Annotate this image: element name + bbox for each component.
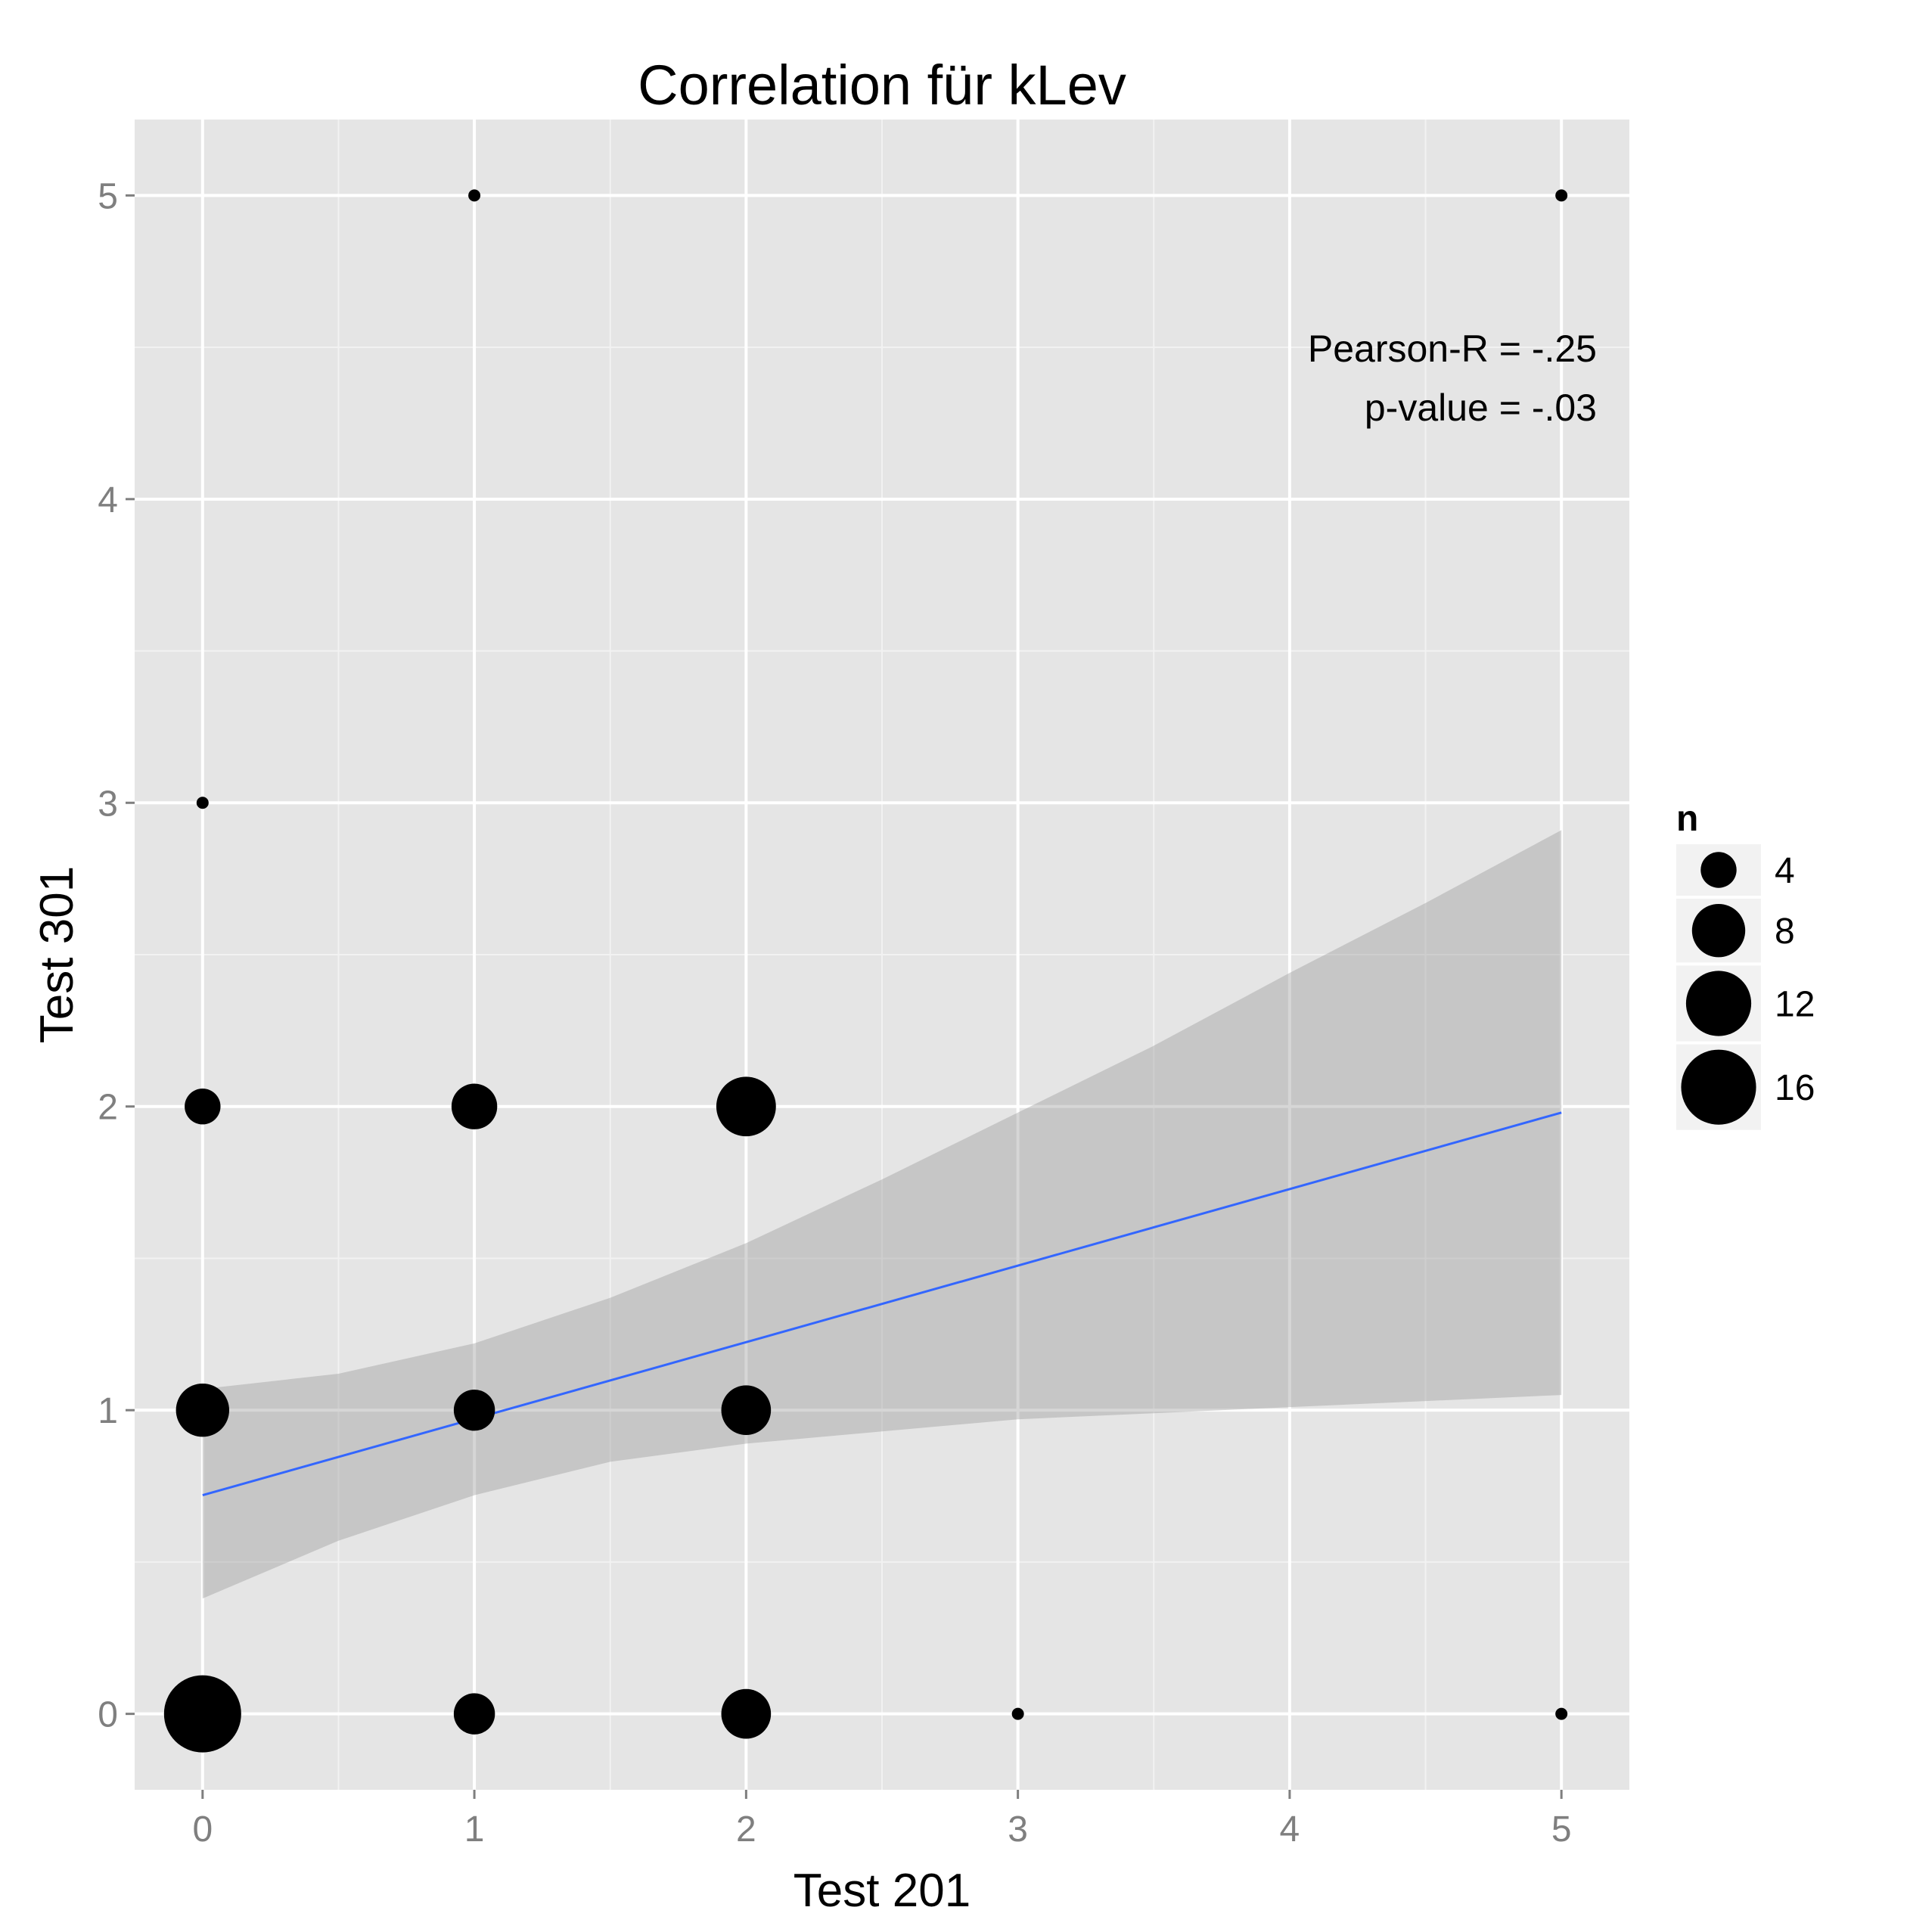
legend-point [1681,1049,1756,1125]
y-tick-label: 2 [98,1088,118,1128]
data-point [1011,1707,1024,1720]
data-point [468,189,481,202]
data-point [175,1383,230,1437]
data-point [721,1688,772,1739]
data-point [196,797,209,809]
y-tick-label: 1 [98,1391,118,1431]
tick-labels: 0 1 2 3 4 5 0 1 2 3 4 5 [98,176,1571,1850]
y-tick-label: 5 [98,176,118,216]
legend-title: n [1676,799,1698,839]
x-axis-title: Test 201 [794,1865,971,1917]
data-point [163,1675,241,1753]
data-point [453,1389,495,1431]
data-point [1555,1707,1568,1720]
size-legend: n 4 8 12 16 [1676,799,1815,1130]
x-tick-label: 0 [192,1809,213,1850]
y-tick-label: 4 [98,480,118,520]
x-tick-label: 2 [736,1809,756,1850]
axis-ticks [126,194,1563,1799]
legend-label: 16 [1775,1068,1815,1108]
confidence-band [202,830,1562,1599]
chart-title: Correlation für kLev [638,54,1126,116]
legend-label: 12 [1775,985,1815,1025]
y-axis-title: Test 301 [31,866,83,1043]
legend-label: 4 [1775,851,1795,891]
legend-point [1691,904,1746,958]
minor-gridlines [135,120,1629,1790]
pearson-r-annotation: Pearson-R = -.25 [1308,328,1597,370]
y-tick-label: 0 [98,1695,118,1735]
data-points [163,189,1568,1753]
x-tick-label: 3 [1008,1809,1028,1850]
legend-label: 8 [1775,912,1795,952]
data-point [453,1693,495,1735]
data-point [1555,189,1568,202]
p-value-annotation: p-value = -.03 [1365,387,1597,429]
regression-line [202,1111,1562,1497]
data-point [451,1083,498,1129]
x-tick-label: 5 [1551,1809,1572,1850]
legend-point [1700,852,1737,888]
data-point [716,1076,776,1137]
x-tick-label: 1 [464,1809,485,1850]
legend-point [1685,971,1752,1036]
data-point [185,1089,221,1125]
y-tick-label: 3 [98,784,118,824]
major-gridlines [135,120,1629,1790]
data-point [721,1385,772,1436]
x-tick-label: 4 [1280,1809,1300,1850]
